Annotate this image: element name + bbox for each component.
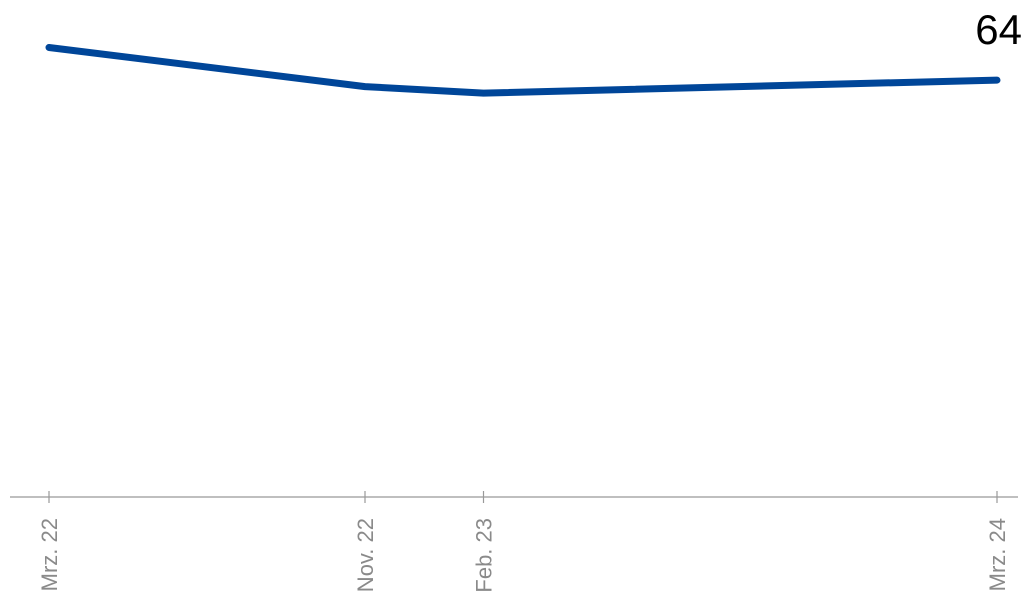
series-line xyxy=(45,44,1001,97)
x-tick-label: Mrz. 22 xyxy=(37,518,62,591)
x-axis-ticks xyxy=(48,491,998,503)
x-tick-label: Feb. 23 xyxy=(472,518,497,593)
x-axis-tick-labels: Mrz. 22 Nov. 22 Feb. 23 Mrz. 24 xyxy=(37,518,1010,593)
end-value-label: 64 xyxy=(975,6,1022,53)
x-tick-label: Nov. 22 xyxy=(353,518,378,592)
x-tick-label: Mrz. 24 xyxy=(985,518,1010,591)
